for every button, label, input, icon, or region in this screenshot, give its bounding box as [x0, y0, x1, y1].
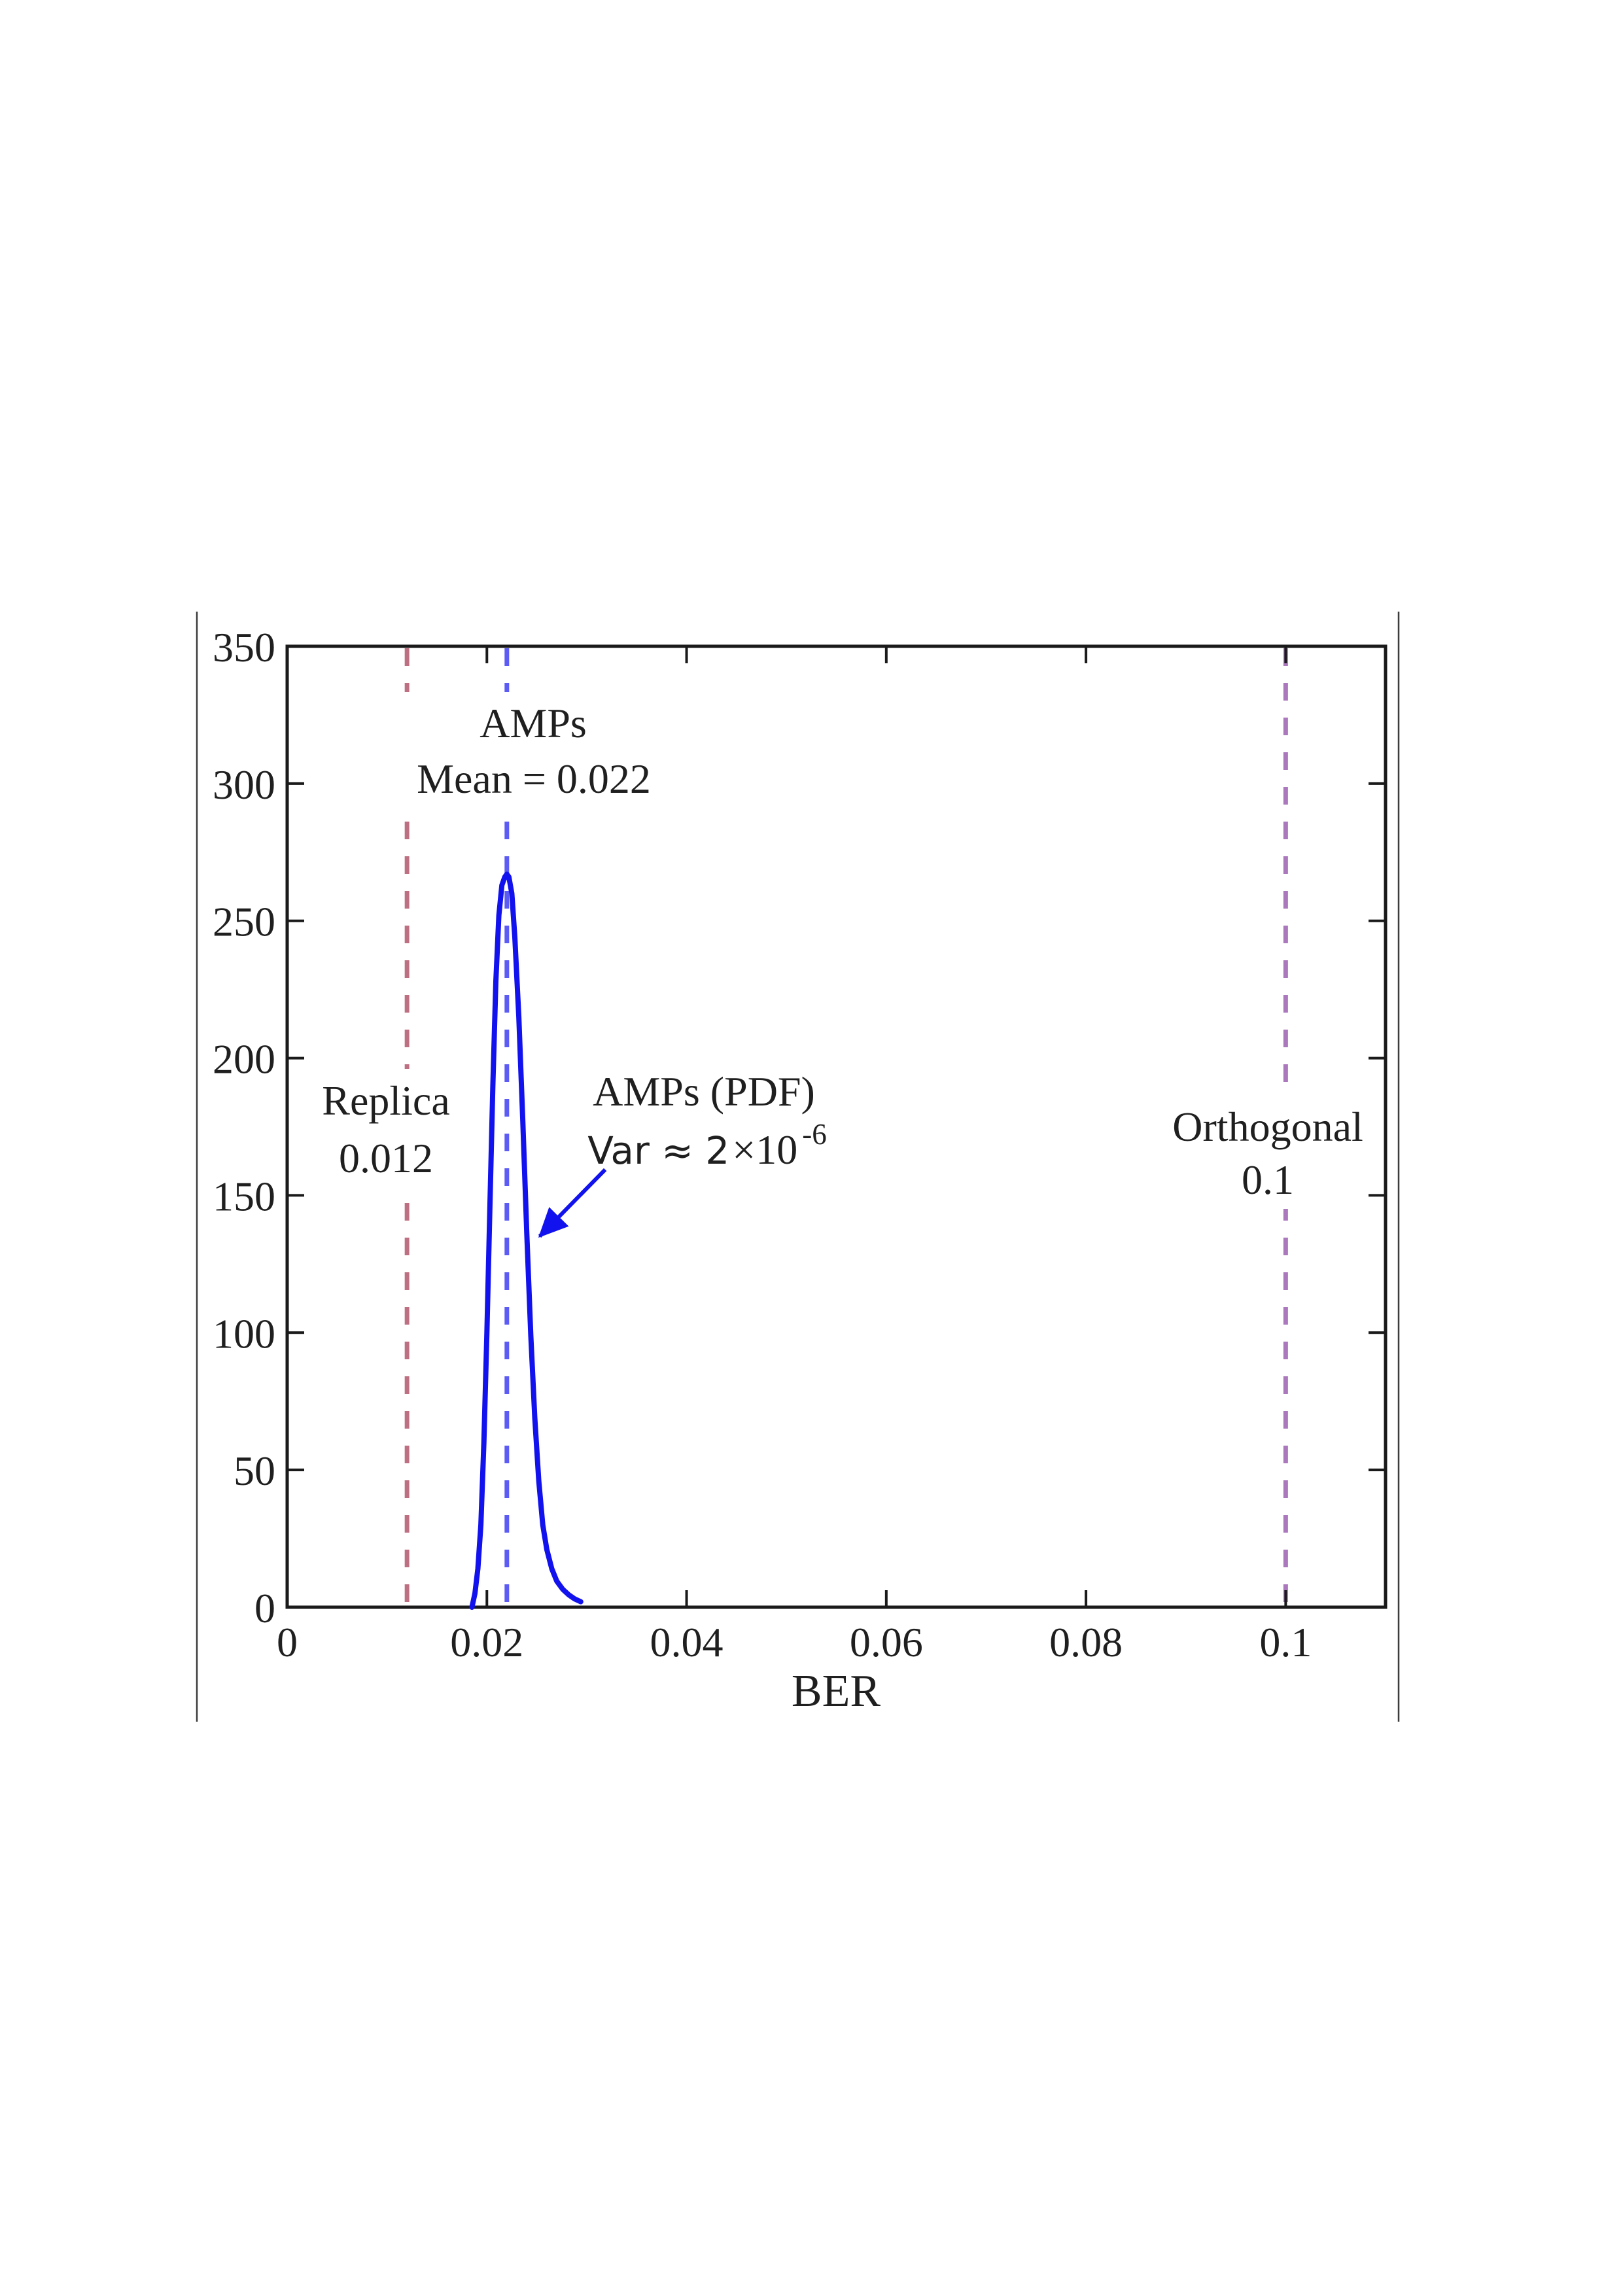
x-axis-label: BER: [792, 1666, 881, 1716]
orthogonal-label-line2: 0.1: [1242, 1157, 1294, 1203]
annotation-amps-pdf: AMPs (PDF) Var ≈ 2 ×10 -6: [587, 1068, 827, 1173]
y-tick-label: 350: [213, 624, 275, 670]
axis-tick-labels: 0 0.02 0.04 0.06 0.08 0.1 0 50 100 150 200 250 300 35…: [213, 624, 1312, 1665]
y-tick-label: 50: [234, 1448, 275, 1494]
y-tick-label: 100: [213, 1310, 275, 1357]
x-tick-label: 0.08: [1049, 1619, 1123, 1665]
annotation-backgrounds: [293, 692, 1370, 1209]
pdf-curve-group: [469, 871, 584, 1610]
variance-label-exponent: -6: [802, 1118, 827, 1151]
reference-vlines: [404, 648, 1288, 1605]
annotation-orthogonal: Orthogonal 0.1: [1172, 1104, 1363, 1203]
x-tick-label: 0: [277, 1619, 298, 1665]
orthogonal-label-line1: Orthogonal: [1172, 1104, 1363, 1150]
annotation-amps-mean: AMPs Mean = 0.022: [417, 700, 651, 802]
plot-box: [285, 644, 1387, 1609]
axis-ticks: [286, 645, 1386, 1609]
y-tick-label: 300: [213, 761, 275, 808]
amps-mean-label-line2: Mean = 0.022: [417, 756, 651, 802]
replica-label-line2: 0.012: [339, 1135, 433, 1181]
amps-pdf-label: AMPs (PDF): [593, 1068, 815, 1115]
y-tick-label: 250: [213, 899, 275, 945]
variance-label-times: ×10: [732, 1126, 797, 1173]
x-tick-label: 0.1: [1259, 1619, 1312, 1665]
replica-label-line1: Replica: [322, 1077, 449, 1124]
variance-label-prefix: Var ≈ 2: [587, 1128, 729, 1173]
y-tick-label: 0: [254, 1585, 275, 1631]
variance-label: Var ≈ 2 ×10 -6: [587, 1118, 827, 1173]
amps-mean-label-line1: AMPs: [480, 700, 587, 746]
annotation-bg: [293, 1069, 483, 1188]
annotation-bg: [1166, 1096, 1370, 1209]
pdf-curve: [469, 871, 584, 1610]
x-tick-label: 0.02: [450, 1619, 523, 1665]
variance-arrow: [538, 1168, 607, 1238]
x-tick-label: 0.06: [850, 1619, 923, 1665]
annotation-bg: [391, 692, 679, 810]
y-tick-label: 200: [213, 1036, 275, 1083]
y-tick-label: 150: [213, 1173, 275, 1219]
annotation-replica: Replica 0.012: [322, 1077, 449, 1181]
x-tick-label: 0.04: [650, 1619, 724, 1665]
